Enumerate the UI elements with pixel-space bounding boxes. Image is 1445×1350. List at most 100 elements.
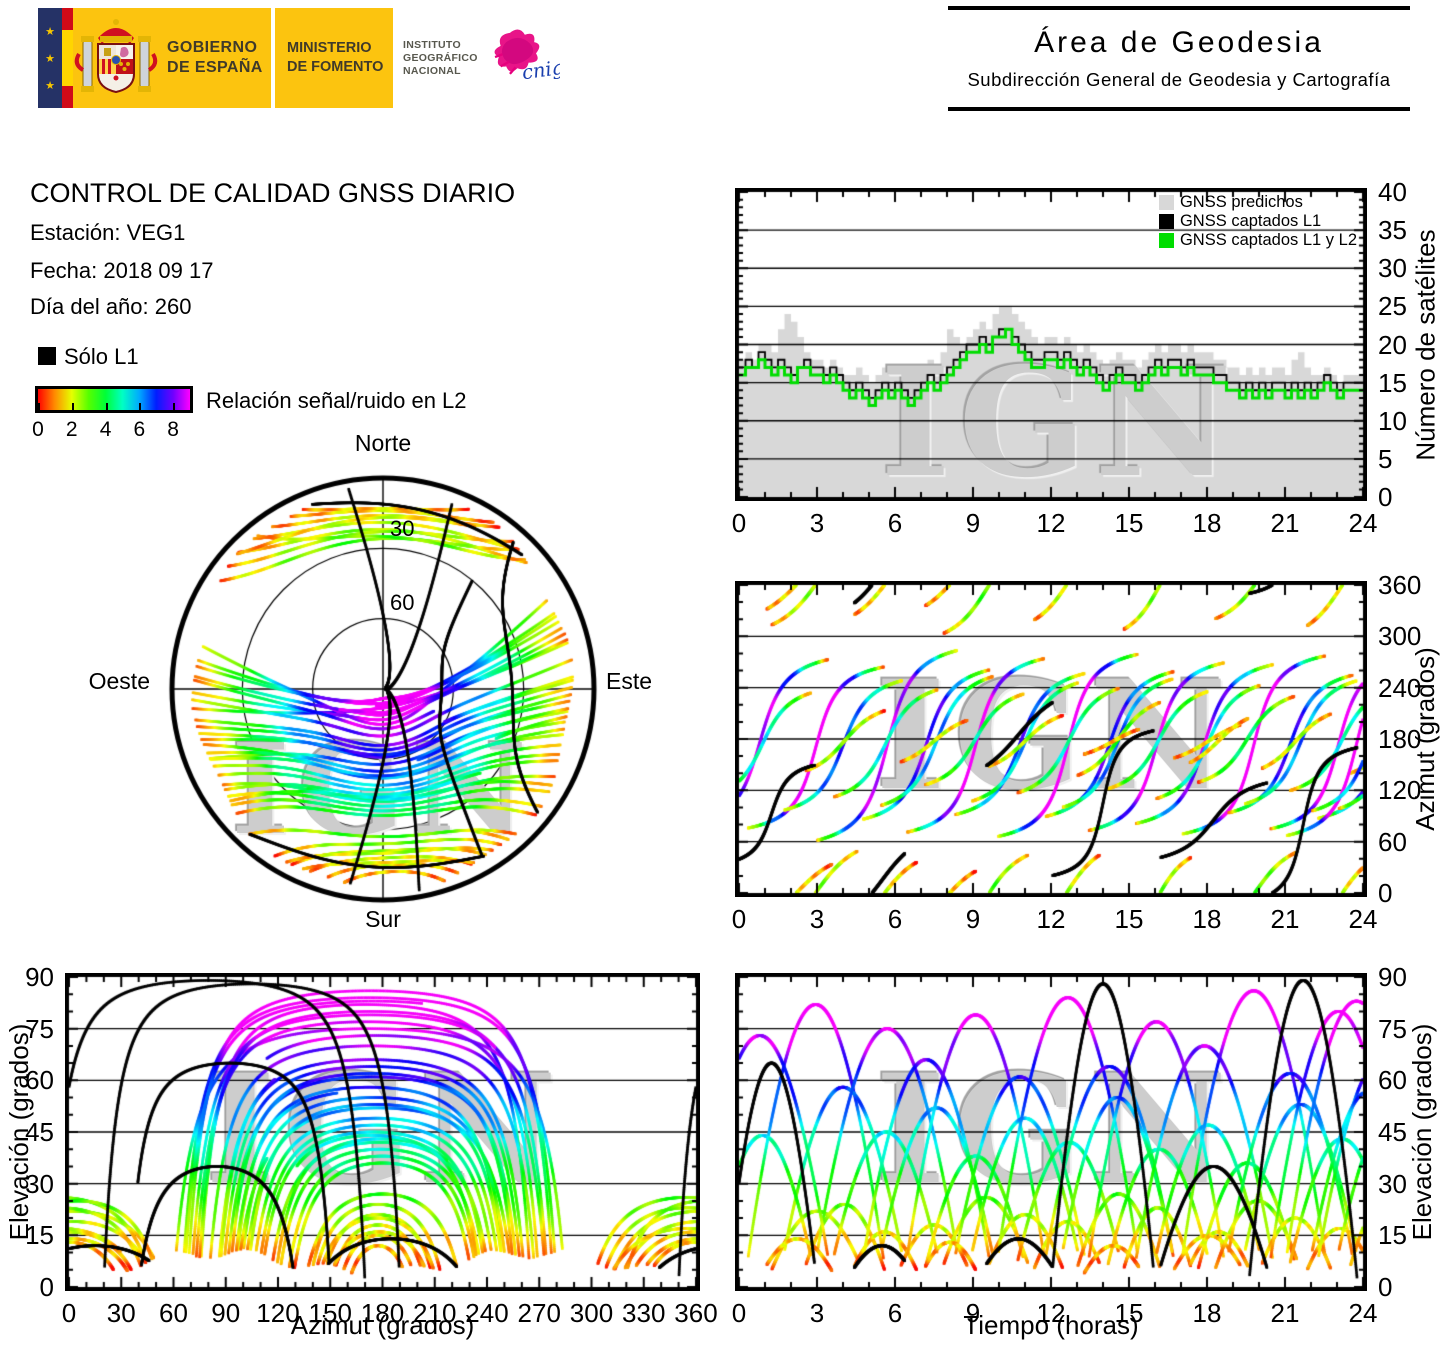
- y-tick-label: 45: [1378, 1117, 1407, 1147]
- y-tick-label: 25: [1378, 291, 1407, 322]
- x-tick-label: 15: [1114, 1298, 1144, 1328]
- x-tick-label: 18: [1192, 904, 1222, 934]
- x-tick-label: 21: [1270, 904, 1300, 934]
- y-tick-label: 35: [1378, 215, 1407, 246]
- x-tick-label: 150: [308, 1298, 352, 1328]
- x-tick-label: 24: [1348, 508, 1378, 538]
- skyplot-west-label: Oeste: [88, 668, 150, 694]
- colorbar-tick-label: 4: [99, 418, 112, 441]
- y-tick-label: 15: [1378, 1220, 1407, 1251]
- y-tick-label: 45: [25, 1117, 54, 1147]
- elevation-vs-time-canvas: [735, 973, 1367, 1291]
- x-tick-label: 240: [465, 1298, 509, 1328]
- y-tick-label: 0: [1378, 878, 1393, 908]
- legend-swatch: [1158, 233, 1174, 248]
- ign-cnig-panel: INSTITUTO GEOGRÁFICO NACIONAL cnig: [393, 8, 560, 108]
- x-tick-label: 3: [809, 508, 825, 538]
- x-tick-label: 60: [159, 1298, 188, 1328]
- area-title: Área de Geodesia: [1034, 26, 1324, 59]
- snr-colorbar-label: Relación señal/ruido en L2: [206, 388, 467, 413]
- azimuth-vs-time-chart: IGN: [735, 581, 1367, 897]
- y-tick-label: 75: [1378, 1013, 1407, 1044]
- x-tick-label: 300: [569, 1298, 614, 1328]
- y-tick-label: 15: [1378, 367, 1407, 398]
- x-tick-label: 12: [1036, 904, 1066, 934]
- x-tick-label: 0: [731, 508, 747, 538]
- x-tick-label: 12: [1036, 508, 1066, 538]
- x-tick-label: 15: [1114, 904, 1144, 934]
- colorbar-tick-label: 8: [167, 418, 179, 441]
- cnig-logo-icon: cnig: [494, 29, 560, 84]
- x-tick-label: 0: [731, 904, 747, 934]
- date-label: Fecha: 2018 09 17: [30, 258, 214, 283]
- legend-label: GNSS predichos: [1179, 193, 1303, 211]
- spain-coat-of-arms-icon: [74, 19, 158, 94]
- government-logo-block: ★ ★ ★: [38, 8, 560, 108]
- y-tick-label: 60: [1378, 826, 1407, 857]
- x-tick-label: 3: [809, 904, 825, 934]
- y-tick-label: 0: [1378, 482, 1393, 512]
- eu-flag-strip: ★ ★ ★: [38, 8, 62, 108]
- skyplot-ring-30-label: 30: [390, 516, 415, 541]
- instituto-label: INSTITUTO GEOGRÁFICO NACIONAL: [403, 38, 478, 77]
- area-header: Área de Geodesia Subdirección General de…: [948, 6, 1410, 111]
- panel-divider: [271, 8, 275, 108]
- x-tick-label: 6: [887, 508, 903, 538]
- star-icon: ★: [45, 25, 55, 38]
- y-tick-label: 40: [1378, 177, 1407, 207]
- gobierno-panel: GOBIERNO DE ESPAÑA: [73, 8, 271, 108]
- legend-row: GNSS captados L1 y L2: [1158, 231, 1357, 250]
- x-tick-label: 9: [965, 904, 981, 934]
- skyplot-south-label: Sur: [365, 906, 401, 932]
- skyplot-east-label: Este: [606, 668, 653, 694]
- elevation-vs-time-chart: IGN: [735, 973, 1367, 1291]
- gobierno-label: GOBIERNO DE ESPAÑA: [167, 39, 263, 76]
- legend-row: GNSS captados L1: [1158, 212, 1357, 231]
- star-icon: ★: [45, 52, 55, 65]
- area-subtitle: Subdirección General de Geodesia y Carto…: [967, 69, 1391, 90]
- page-title: CONTROL DE CALIDAD GNSS DIARIO: [30, 178, 516, 208]
- skyplot-tracks-canvas: [165, 460, 605, 920]
- y-tick-label: 90: [1378, 962, 1407, 992]
- ministerio-label: MINISTERIO DE FOMENTO: [287, 40, 384, 75]
- x-tick-label: 21: [1270, 1298, 1300, 1328]
- satellite-count-legend: GNSS predichos GNSS captados L1 GNSS capta…: [1158, 193, 1357, 250]
- y-tick-label: 120: [1378, 775, 1422, 806]
- y-tick-label: 0: [1378, 1272, 1393, 1302]
- x-tick-label: 24: [1348, 1298, 1378, 1328]
- star-icon: ★: [45, 79, 55, 92]
- legend-label: GNSS captados L1 y L2: [1179, 231, 1357, 249]
- time-x-axis-title: Tiempo (horas): [963, 1310, 1139, 1340]
- legend-label: GNSS captados L1: [1179, 212, 1322, 230]
- station-label: Estación: VEG1: [30, 220, 186, 245]
- colorbar-tick-label: 2: [65, 418, 78, 441]
- y-tick-label: 30: [1378, 253, 1407, 284]
- x-tick-label: 9: [965, 508, 981, 538]
- azimuth-x-axis-title: Azimut (grados): [290, 1310, 475, 1340]
- y-tick-label: 180: [1378, 724, 1422, 754]
- x-tick-label: 21: [1270, 508, 1300, 538]
- y-tick-label: 240: [1378, 672, 1422, 703]
- y-tick-label: 60: [25, 1065, 54, 1096]
- x-tick-label: 0: [61, 1298, 77, 1328]
- elevation-vs-azimuth-chart: IGN: [65, 973, 700, 1291]
- x-tick-label: 330: [622, 1298, 666, 1328]
- skyplot-north-label: Norte: [354, 430, 412, 456]
- x-tick-label: 3: [809, 1298, 825, 1328]
- x-tick-label: 18: [1192, 508, 1222, 538]
- colorbar-tick: [38, 403, 40, 410]
- x-tick-label: 15: [1114, 508, 1144, 538]
- x-tick-label: 360: [674, 1298, 718, 1328]
- y-tick-label: 15: [25, 1220, 54, 1251]
- y-tick-label: 60: [1378, 1065, 1407, 1096]
- legend-swatch: [1158, 195, 1174, 210]
- y-tick-label: 75: [25, 1013, 54, 1044]
- x-tick-label: 12: [1036, 1298, 1066, 1328]
- x-tick-label: 6: [887, 1298, 903, 1328]
- y-tick-label: 10: [1378, 405, 1407, 436]
- x-tick-label: 9: [965, 1298, 981, 1328]
- x-tick-label: 270: [517, 1298, 561, 1328]
- colorbar-tick-label: 0: [32, 418, 44, 441]
- y-tick-label: 5: [1378, 443, 1393, 474]
